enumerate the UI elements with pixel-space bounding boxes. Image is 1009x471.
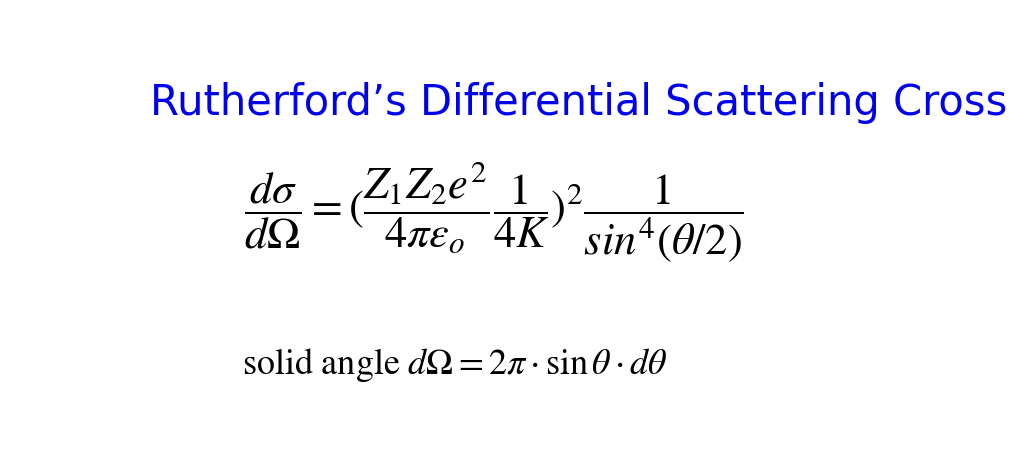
Text: $\mathrm{solid\ angle\ } d\Omega = 2\pi \cdot \sin\theta \cdot d\theta$: $\mathrm{solid\ angle\ } d\Omega = 2\pi …: [242, 346, 667, 384]
Text: Rutherford’s Differential Scattering Cross Section: Rutherford’s Differential Scattering Cro…: [149, 82, 1009, 124]
Text: $\dfrac{d\sigma}{d\Omega} = (\dfrac{Z_1 Z_2 e^2}{4\pi\epsilon_o}\dfrac{1}{4K})^2: $\dfrac{d\sigma}{d\Omega} = (\dfrac{Z_1 …: [244, 160, 744, 265]
